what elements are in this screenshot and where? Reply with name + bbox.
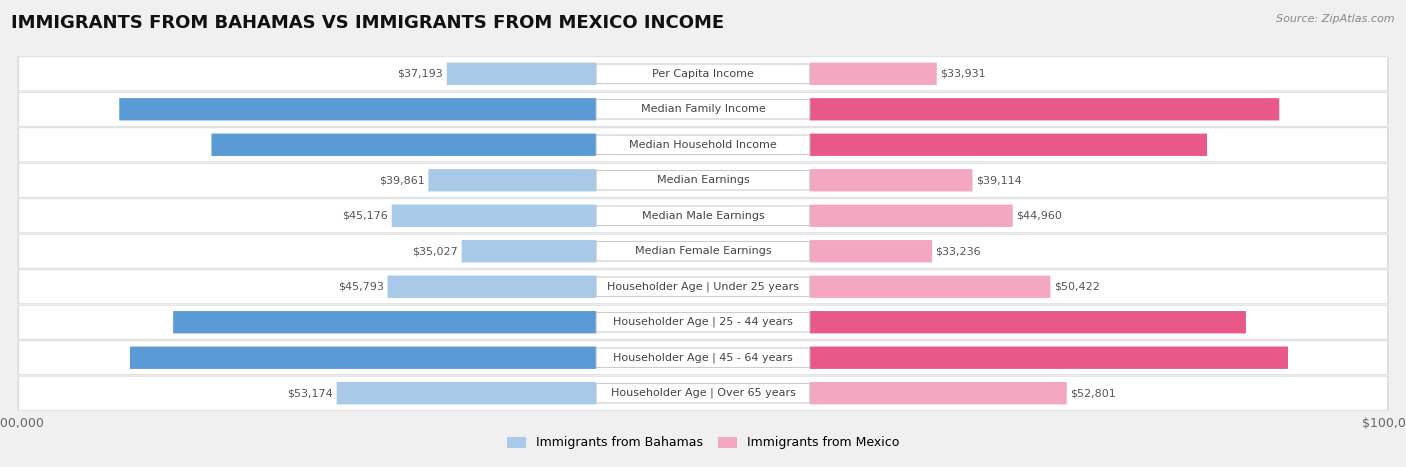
Text: $73,160: $73,160: [1324, 140, 1375, 150]
FancyBboxPatch shape: [429, 169, 596, 191]
FancyBboxPatch shape: [18, 234, 1388, 268]
FancyBboxPatch shape: [17, 57, 1389, 91]
FancyBboxPatch shape: [596, 64, 810, 84]
Text: Householder Age | Under 25 years: Householder Age | Under 25 years: [607, 282, 799, 292]
FancyBboxPatch shape: [18, 199, 1388, 233]
Text: $52,801: $52,801: [1070, 388, 1116, 398]
FancyBboxPatch shape: [810, 347, 1288, 369]
FancyBboxPatch shape: [461, 240, 596, 262]
FancyBboxPatch shape: [388, 276, 596, 298]
FancyBboxPatch shape: [18, 92, 1388, 126]
FancyBboxPatch shape: [596, 135, 810, 155]
Text: $83,639: $83,639: [1324, 104, 1375, 114]
FancyBboxPatch shape: [596, 170, 810, 190]
Text: $35,027: $35,027: [412, 246, 458, 256]
Text: Householder Age | 45 - 64 years: Householder Age | 45 - 64 years: [613, 353, 793, 363]
FancyBboxPatch shape: [810, 382, 1067, 404]
FancyBboxPatch shape: [17, 92, 1389, 127]
Text: $37,193: $37,193: [398, 69, 443, 79]
Text: $50,422: $50,422: [1054, 282, 1099, 292]
Text: $45,176: $45,176: [343, 211, 388, 221]
FancyBboxPatch shape: [129, 347, 596, 369]
Text: $39,114: $39,114: [976, 175, 1022, 185]
FancyBboxPatch shape: [810, 240, 932, 262]
Text: $33,931: $33,931: [941, 69, 986, 79]
FancyBboxPatch shape: [17, 234, 1389, 269]
Text: $84,910: $84,910: [1324, 353, 1375, 363]
Text: Median Family Income: Median Family Income: [641, 104, 765, 114]
FancyBboxPatch shape: [596, 99, 810, 119]
FancyBboxPatch shape: [447, 63, 596, 85]
FancyBboxPatch shape: [173, 311, 596, 333]
FancyBboxPatch shape: [120, 98, 596, 120]
FancyBboxPatch shape: [17, 198, 1389, 233]
Legend: Immigrants from Bahamas, Immigrants from Mexico: Immigrants from Bahamas, Immigrants from…: [502, 432, 904, 454]
FancyBboxPatch shape: [392, 205, 596, 227]
Text: $44,960: $44,960: [1017, 211, 1062, 221]
Text: $33,236: $33,236: [935, 246, 981, 256]
FancyBboxPatch shape: [810, 311, 1246, 333]
FancyBboxPatch shape: [810, 169, 973, 191]
Text: $53,174: $53,174: [287, 388, 333, 398]
Text: Per Capita Income: Per Capita Income: [652, 69, 754, 79]
FancyBboxPatch shape: [18, 57, 1388, 91]
FancyBboxPatch shape: [18, 163, 1388, 197]
Text: Median Earnings: Median Earnings: [657, 175, 749, 185]
FancyBboxPatch shape: [596, 383, 810, 403]
FancyBboxPatch shape: [18, 305, 1388, 339]
FancyBboxPatch shape: [17, 163, 1389, 198]
FancyBboxPatch shape: [17, 127, 1389, 162]
Text: $71,349: $71,349: [31, 140, 82, 150]
Text: IMMIGRANTS FROM BAHAMAS VS IMMIGRANTS FROM MEXICO INCOME: IMMIGRANTS FROM BAHAMAS VS IMMIGRANTS FR…: [11, 14, 724, 32]
FancyBboxPatch shape: [17, 269, 1389, 304]
FancyBboxPatch shape: [336, 382, 596, 404]
Text: Householder Age | 25 - 44 years: Householder Age | 25 - 44 years: [613, 317, 793, 327]
Text: Median Male Earnings: Median Male Earnings: [641, 211, 765, 221]
Text: $39,861: $39,861: [380, 175, 425, 185]
Text: $78,809: $78,809: [1324, 317, 1375, 327]
Text: Source: ZipAtlas.com: Source: ZipAtlas.com: [1277, 14, 1395, 24]
Text: Median Household Income: Median Household Income: [628, 140, 778, 150]
FancyBboxPatch shape: [17, 340, 1389, 375]
FancyBboxPatch shape: [211, 134, 596, 156]
FancyBboxPatch shape: [810, 63, 936, 85]
FancyBboxPatch shape: [18, 128, 1388, 162]
FancyBboxPatch shape: [810, 276, 1050, 298]
FancyBboxPatch shape: [18, 341, 1388, 375]
FancyBboxPatch shape: [17, 305, 1389, 340]
FancyBboxPatch shape: [810, 134, 1206, 156]
FancyBboxPatch shape: [596, 206, 810, 226]
FancyBboxPatch shape: [810, 98, 1279, 120]
FancyBboxPatch shape: [596, 348, 810, 368]
FancyBboxPatch shape: [18, 270, 1388, 304]
FancyBboxPatch shape: [17, 376, 1389, 410]
Text: $84,732: $84,732: [31, 104, 82, 114]
Text: Median Female Earnings: Median Female Earnings: [634, 246, 772, 256]
Text: $83,177: $83,177: [31, 353, 82, 363]
Text: Householder Age | Over 65 years: Householder Age | Over 65 years: [610, 388, 796, 398]
FancyBboxPatch shape: [596, 241, 810, 261]
Text: $45,793: $45,793: [339, 282, 384, 292]
FancyBboxPatch shape: [810, 205, 1012, 227]
FancyBboxPatch shape: [18, 376, 1388, 410]
FancyBboxPatch shape: [596, 277, 810, 297]
FancyBboxPatch shape: [596, 312, 810, 332]
Text: $76,910: $76,910: [31, 317, 82, 327]
